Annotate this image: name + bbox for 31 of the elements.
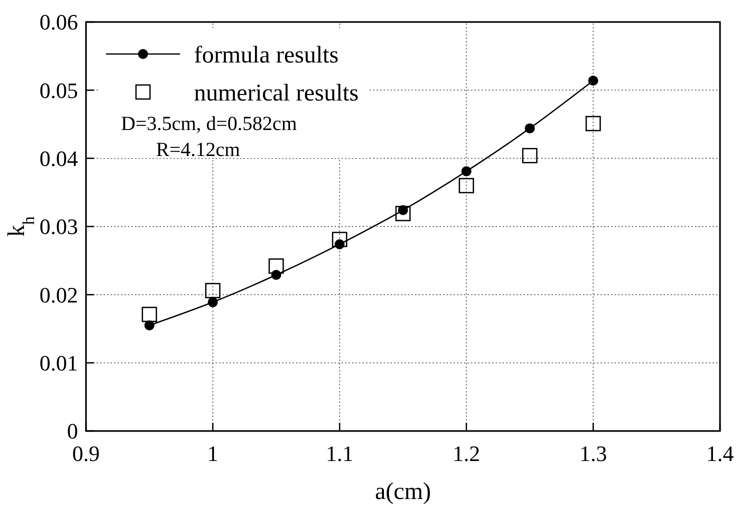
x-tick-label: 0.9 (72, 441, 100, 466)
x-tick-label: 1.1 (326, 441, 354, 466)
x-tick-label: 1.4 (706, 441, 734, 466)
annotation: R=4.12cm (156, 139, 240, 161)
x-tick-label: 1 (207, 441, 218, 466)
annotation: D=3.5cm, d=0.582cm (121, 113, 298, 135)
x-tick-label: 1.2 (452, 441, 480, 466)
point (461, 166, 472, 176)
point (524, 123, 535, 134)
point (586, 116, 601, 132)
point (395, 206, 411, 222)
y-tick-label: 0 (67, 418, 78, 444)
legend-label: numerical results (194, 80, 359, 106)
point (588, 76, 598, 86)
point (268, 258, 284, 274)
y-tick-label: 0.01 (40, 350, 78, 376)
x-axis-title: a(cm) (375, 479, 431, 505)
y-tick-label: 0.04 (40, 146, 78, 172)
point (522, 148, 538, 164)
y-tick-label: 0.06 (40, 10, 78, 35)
point (142, 306, 158, 322)
point (144, 320, 154, 330)
y-tick-label: 0.05 (40, 78, 78, 103)
x-tick-label: 1.3 (579, 441, 607, 466)
point (458, 178, 474, 194)
point (205, 282, 220, 298)
y-tick-label: 0.02 (40, 282, 78, 308)
y-tick-label: 0.03 (40, 214, 78, 240)
legend-label: formula results (194, 42, 339, 68)
point (332, 232, 348, 248)
point (208, 297, 218, 308)
